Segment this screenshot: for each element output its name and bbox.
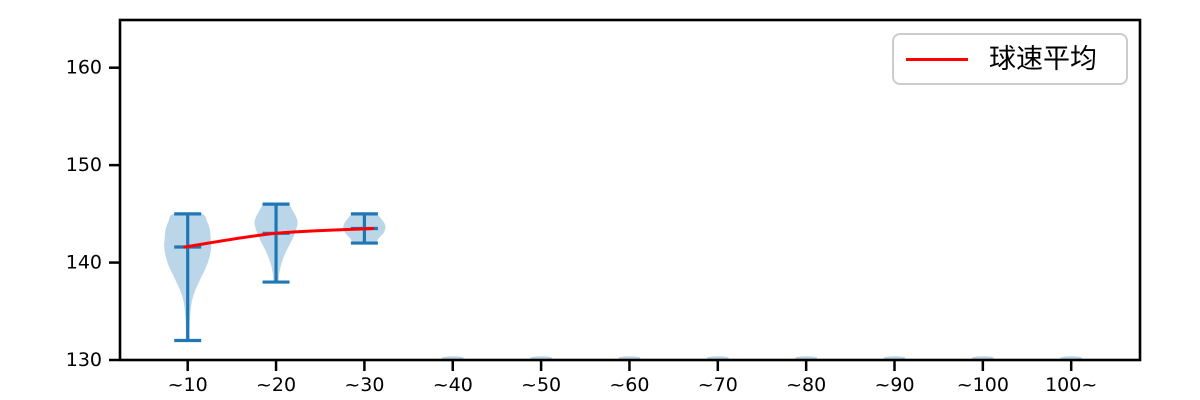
x-tick-label-~20: ~20 [256,374,296,396]
x-tick-label-~30: ~30 [344,374,384,396]
x-tick-label-100~: 100~ [1045,374,1097,396]
y-tick-label-140: 140 [66,252,102,274]
y-tick-label-160: 160 [66,57,102,79]
x-tick-label-~40: ~40 [433,374,473,396]
x-tick-label-~80: ~80 [786,374,826,396]
x-tick-label-~50: ~50 [521,374,561,396]
mean-line-series [183,227,375,249]
legend-line-sample [906,57,968,61]
legend: 球速平均 [892,33,1128,85]
x-tick-label-~90: ~90 [874,374,914,396]
x-tick-label-~70: ~70 [698,374,738,396]
y-tick-label-150: 150 [66,154,102,176]
x-tick-label-~10: ~10 [168,374,208,396]
plot-area-spines [118,18,1142,362]
x-tick-label-~60: ~60 [609,374,649,396]
legend-label: 球速平均 [989,43,1097,75]
x-tick-label-~100: ~100 [957,374,1009,396]
y-tick-label-130: 130 [66,349,102,371]
